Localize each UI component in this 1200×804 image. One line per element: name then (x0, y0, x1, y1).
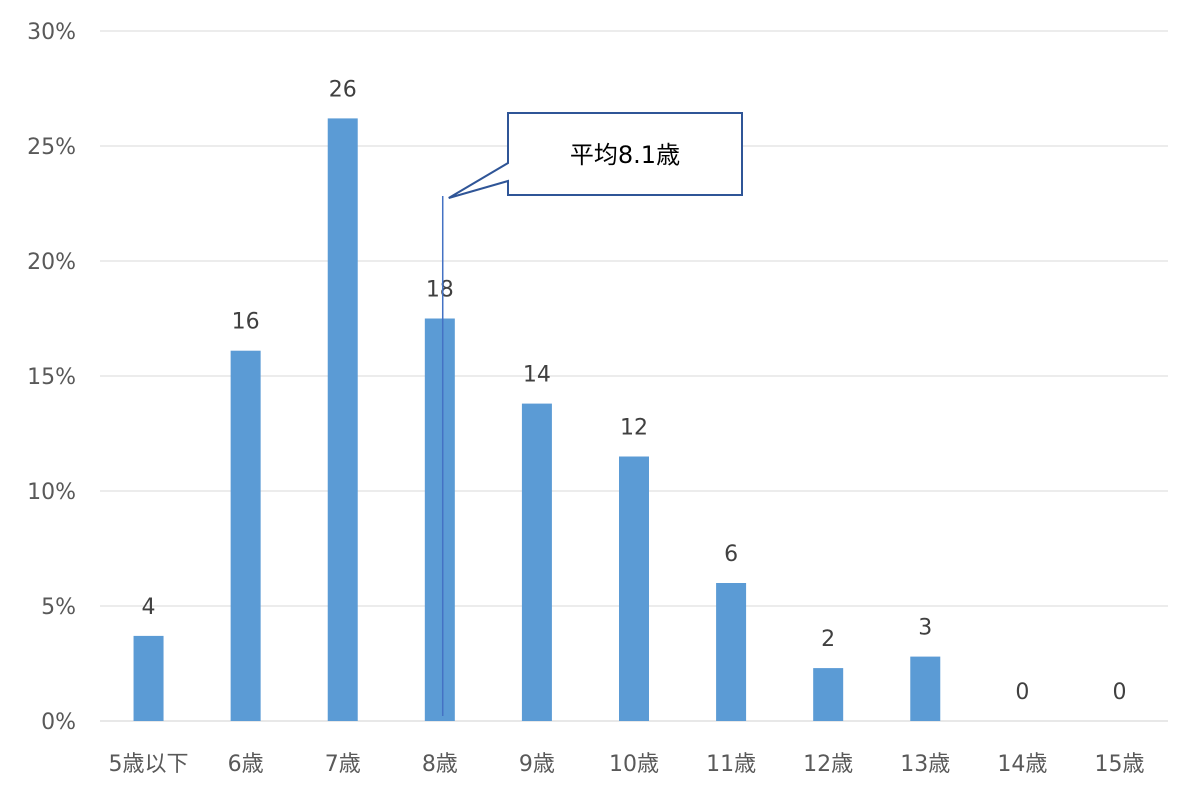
data-label: 16 (232, 310, 260, 335)
bar (521, 403, 552, 721)
y-tick-label: 15% (27, 365, 76, 390)
bar (619, 456, 649, 721)
bar (813, 668, 844, 721)
data-label: 26 (329, 77, 357, 102)
mean-marker: 平均8.1歳 (441, 112, 743, 716)
data-label: 14 (523, 363, 551, 388)
bar (133, 635, 164, 721)
bar (327, 118, 358, 721)
data-label: 12 (620, 416, 648, 441)
data-label: 18 (426, 278, 454, 303)
mean-callout-label: 平均8.1歳 (570, 141, 680, 169)
x-category-label: 8歳 (422, 752, 458, 777)
data-label: 0 (1015, 680, 1029, 705)
x-axis-category-labels: 5歳以下 6歳 7歳 8歳 9歳 10歳 11歳 12歳 13歳 14歳 15歳 (109, 752, 1145, 777)
y-tick-label: 30% (27, 20, 76, 45)
mean-callout-box (448, 112, 743, 199)
data-labels: 4 16 26 18 14 12 6 2 3 0 0 (142, 77, 1127, 705)
bar (910, 656, 941, 721)
x-category-label: 15歳 (1094, 752, 1144, 777)
y-tick-label: 25% (27, 135, 76, 160)
y-axis-tick-labels: 0% 5% 10% 15% 20% 25% 30% (27, 20, 76, 735)
x-category-label: 12歳 (803, 752, 853, 777)
y-tick-label: 10% (27, 480, 76, 505)
data-label: 4 (142, 595, 156, 620)
y-tick-label: 20% (27, 250, 76, 275)
bar (230, 350, 261, 721)
x-category-label: 7歳 (325, 752, 361, 777)
data-label: 6 (724, 542, 738, 567)
data-label: 0 (1112, 680, 1126, 705)
x-category-label: 11歳 (706, 752, 756, 777)
bar (716, 583, 747, 721)
x-category-label: 14歳 (997, 752, 1047, 777)
bars (133, 118, 941, 721)
x-category-label: 6歳 (228, 752, 264, 777)
data-label: 2 (821, 627, 835, 652)
x-category-label: 5歳以下 (109, 752, 189, 777)
x-category-label: 9歳 (519, 752, 555, 777)
bar (424, 318, 455, 721)
x-category-label: 13歳 (900, 752, 950, 777)
y-tick-label: 0% (41, 710, 76, 735)
data-label: 3 (918, 616, 932, 641)
y-tick-label: 5% (41, 595, 76, 620)
x-category-label: 10歳 (609, 752, 659, 777)
